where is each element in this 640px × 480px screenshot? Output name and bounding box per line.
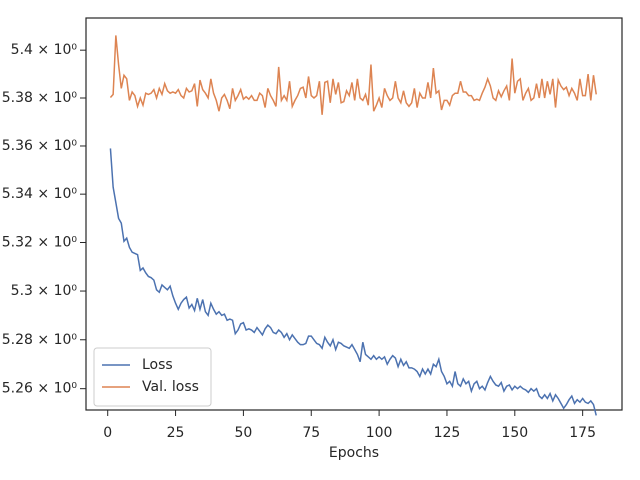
plot-frame <box>85 17 623 411</box>
legend: Loss Val. loss <box>93 347 212 407</box>
series-line <box>109 148 597 416</box>
legend-label: Loss <box>142 357 173 373</box>
legend-label: Val. loss <box>142 379 199 395</box>
y-tick-label: 5.36 × 10⁰ <box>2 138 78 154</box>
x-tick-label: 125 <box>434 425 461 441</box>
legend-box <box>93 347 212 407</box>
y-tick-label: 5.38 × 10⁰ <box>2 90 78 106</box>
y-tick-label: 5.32 × 10⁰ <box>2 235 78 251</box>
x-axis-label: Epochs <box>329 445 379 461</box>
series-line <box>109 35 597 115</box>
x-tick-label: 0 <box>103 425 112 441</box>
x-tick-label: 25 <box>167 425 185 441</box>
x-tick-label: 50 <box>234 425 252 441</box>
x-tick-label: 175 <box>569 425 596 441</box>
x-tick-label: 100 <box>366 425 393 441</box>
y-tick-label: 5.28 × 10⁰ <box>2 332 78 348</box>
y-tick-label: 5.3 × 10⁰ <box>11 283 78 299</box>
y-tick-label: 5.4 × 10⁰ <box>11 42 78 58</box>
x-tick-label: 150 <box>501 425 528 441</box>
y-tick-label: 5.34 × 10⁰ <box>2 186 78 202</box>
x-tick-label: 75 <box>302 425 320 441</box>
y-tick-label: 5.26 × 10⁰ <box>2 381 78 397</box>
